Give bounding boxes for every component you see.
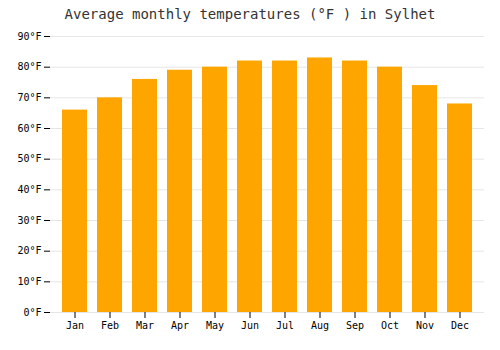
svg-text:Mar: Mar [136, 320, 154, 331]
svg-text:Aug: Aug [311, 320, 329, 331]
svg-text:Apr: Apr [171, 320, 189, 331]
svg-text:80°F: 80°F [17, 61, 41, 72]
svg-text:Jul: Jul [276, 320, 294, 331]
svg-text:Feb: Feb [101, 320, 119, 331]
svg-text:40°F: 40°F [17, 184, 41, 195]
svg-text:Dec: Dec [451, 320, 469, 331]
html-text:Average monthly temperatures (: Average monthly temperatures (°F ) in Sy… [64, 6, 436, 22]
svg-text:10°F: 10°F [17, 276, 41, 287]
svg-text:Sep: Sep [346, 320, 364, 331]
svg-text:Nov: Nov [416, 320, 434, 331]
svg-text:Jun: Jun [241, 320, 259, 331]
svg-text:0°F: 0°F [23, 307, 41, 318]
svg-text:20°F: 20°F [17, 245, 41, 256]
svg-text:Jan: Jan [66, 320, 84, 331]
svg-text:50°F: 50°F [17, 153, 41, 164]
svg-text:30°F: 30°F [17, 215, 41, 226]
svg-text:70°F: 70°F [17, 92, 41, 103]
svg-text:May: May [206, 320, 224, 331]
svg-text:90°F: 90°F [17, 31, 41, 42]
svg-text:60°F: 60°F [17, 123, 41, 134]
svg-text:Oct: Oct [381, 320, 399, 331]
